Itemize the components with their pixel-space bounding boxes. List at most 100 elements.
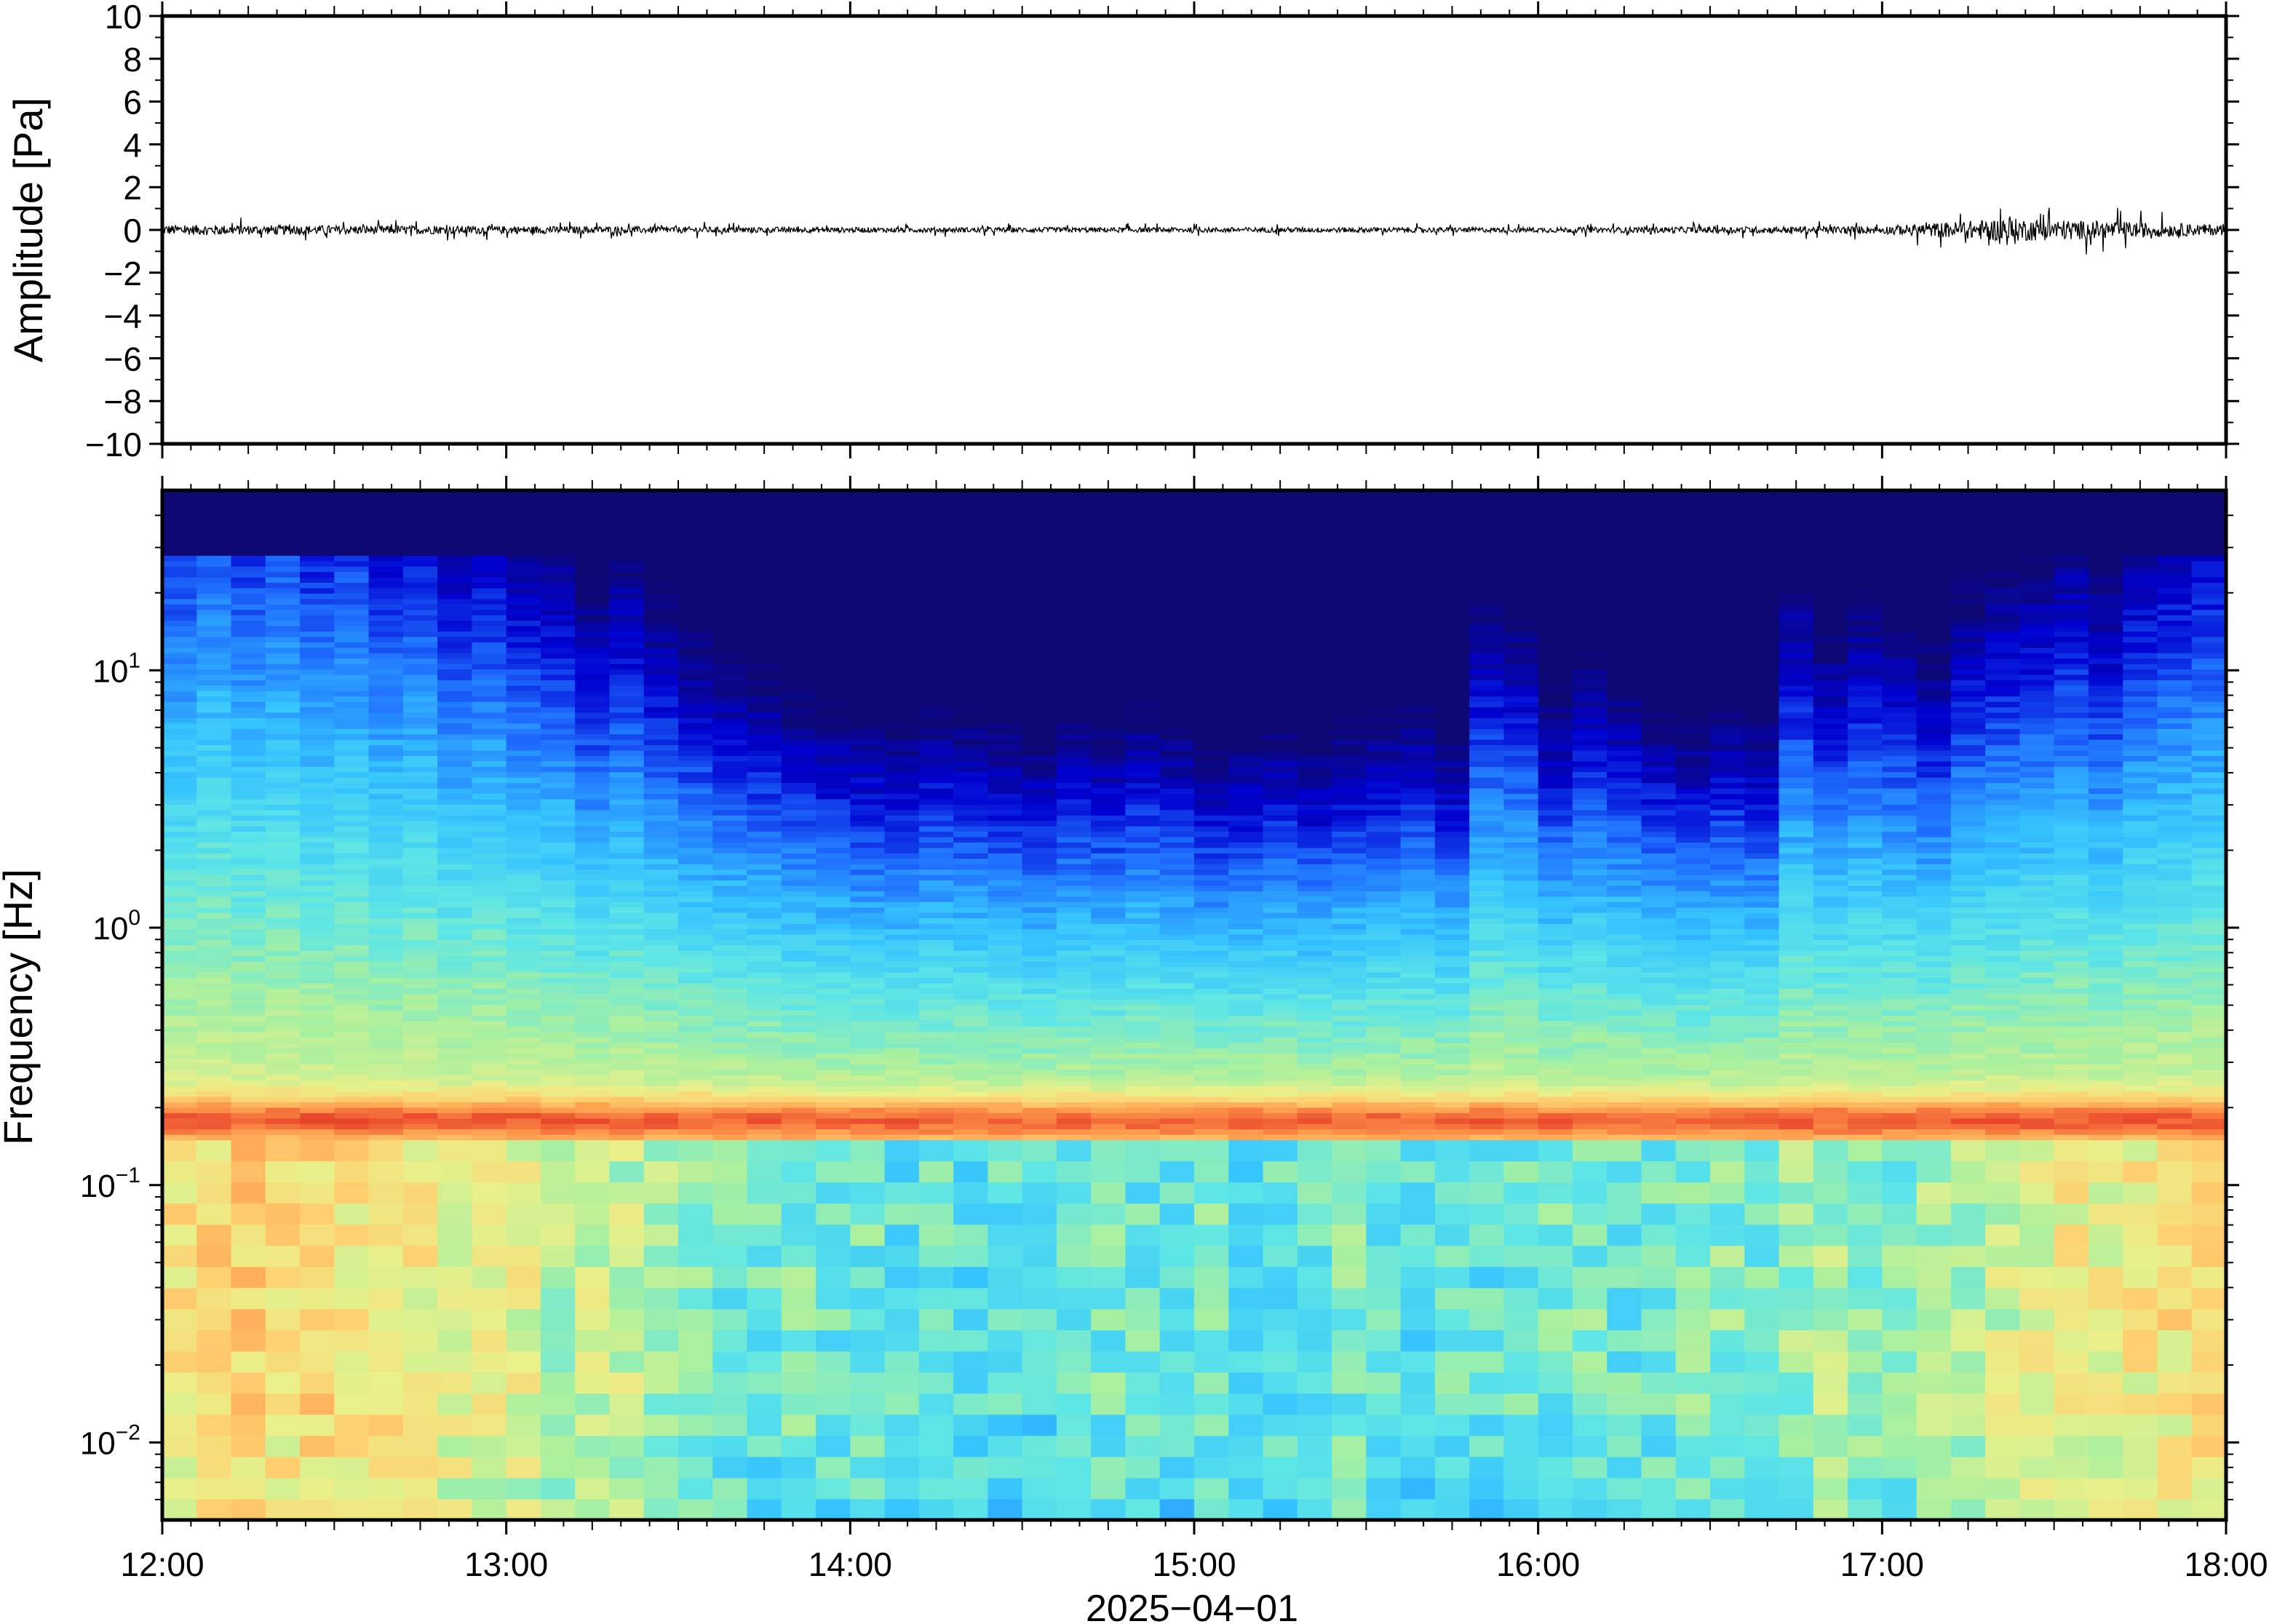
spectrogram-cell [334,680,370,686]
spectrogram-cell [1332,988,1367,995]
spectrogram-cell [1022,690,1057,697]
spectrogram-cell [988,1393,1023,1415]
spectrogram-cell [1228,831,1264,837]
spectrogram-cell [1125,1139,1161,1162]
spectrogram-cell [1159,760,1195,767]
spectrogram-cell [918,642,954,648]
spectrogram-cell [437,1015,472,1022]
spectrogram-cell [850,826,886,832]
spectrogram-cell [1056,999,1092,1006]
spectrogram-cell [437,885,472,891]
spectrogram-cell [1332,875,1367,881]
spectrogram-cell [1332,1435,1367,1457]
spectrogram-cell [1125,982,1161,989]
spectrogram-cell [1056,1139,1092,1162]
spectrogram-cell [231,858,266,864]
spectrogram-cell [1056,896,1092,902]
spectrogram-cell [712,690,748,697]
spectrogram-cell [988,609,1023,616]
spectrogram-cell [437,760,472,767]
spectrogram-cell [575,631,611,637]
spectrogram-cell [265,971,301,978]
spectrogram-cell [1297,988,1332,995]
spectrogram-cell [437,690,472,697]
spectrogram-cell [1332,912,1367,919]
spectrogram-cell [1297,934,1332,940]
spectrogram-cell [162,1134,197,1141]
spectrogram-cell [231,706,266,713]
spectrogram-cell [1263,1004,1298,1011]
spectrogram-cell [678,501,713,507]
spectrogram-cell [1228,744,1264,751]
spectrogram-cell [402,642,438,648]
spectrogram-cell [1056,636,1092,642]
spectrogram-cell [300,663,335,670]
spectrogram-cell [1056,615,1092,621]
spectrogram-cell [1159,1069,1195,1075]
spectrogram-cell [506,653,541,659]
spectrogram-cell [540,961,576,968]
spectrogram-cell [1125,712,1161,718]
spectrogram-cell [816,501,851,507]
spectrogram-cell [1228,674,1264,680]
spectrogram-cell [1332,1009,1367,1016]
spectrogram-cell [300,1414,335,1436]
spectrogram-cell [988,766,1023,773]
spectrogram-cell [472,831,507,837]
spectrogram-cell [162,1161,197,1183]
spectrogram-cell [953,538,988,545]
spectrogram-cell [162,977,197,984]
spectrogram-cell [231,587,266,594]
spectrogram-cell [609,744,645,751]
spectrogram-cell [368,880,404,886]
spectrogram-cell [472,706,507,713]
spectrogram-cell [1297,804,1332,811]
spectrogram-cell [472,501,507,507]
spectrogram-cell [506,1048,541,1054]
spectrogram-cell [678,1372,713,1394]
spectrogram-cell [1056,836,1092,843]
spectrogram-cell [1332,993,1367,1000]
spectrogram-cell [678,712,713,718]
spectrogram-cell [816,842,851,848]
spectrogram-cell [540,706,576,713]
spectrogram-cell [609,1112,645,1119]
spectrogram-cell [884,923,920,930]
spectrogram-cell [816,712,851,718]
spectrogram-cell [300,533,335,540]
spectrogram-cell [575,723,611,729]
spectrogram-cell [988,560,1023,567]
spectrogram-cell [334,555,370,562]
spectrogram-cell [918,636,954,642]
spectrogram-cell [196,869,232,875]
spectrogram-cell [575,549,611,556]
spectrogram-cell [678,723,713,729]
spectrogram-cell [162,923,197,930]
spectrogram-cell [850,723,886,729]
spectrogram-cell [472,1107,507,1113]
spectrogram-cell [162,582,197,589]
spectrogram-cell [265,674,301,680]
spectrogram-cell [162,971,197,978]
spectrogram-cell [472,1266,507,1289]
spectrogram-cell [1159,598,1195,605]
spectrogram-cell [437,549,472,556]
spectrogram-cell [402,653,438,659]
spectrogram-cell [678,923,713,930]
spectrogram-cell [1022,977,1057,984]
spectrogram-cell [265,723,301,729]
spectrogram-cell [816,636,851,642]
spectrogram-cell [402,1069,438,1075]
spectrogram-cell [1228,1224,1264,1246]
spectrogram-cell [300,1026,335,1032]
spectrogram-cell [575,760,611,767]
spectrogram-cell [265,1393,301,1415]
spectrogram-cell [1228,1435,1264,1457]
spectrogram-cell [334,653,370,659]
spectrogram-cell [334,826,370,832]
spectrogram-cell [609,966,645,973]
spectrogram-cell [162,1203,197,1225]
spectrogram-cell [643,907,679,913]
spectrogram-cell [575,739,611,746]
spectrogram-cell [781,1048,816,1054]
